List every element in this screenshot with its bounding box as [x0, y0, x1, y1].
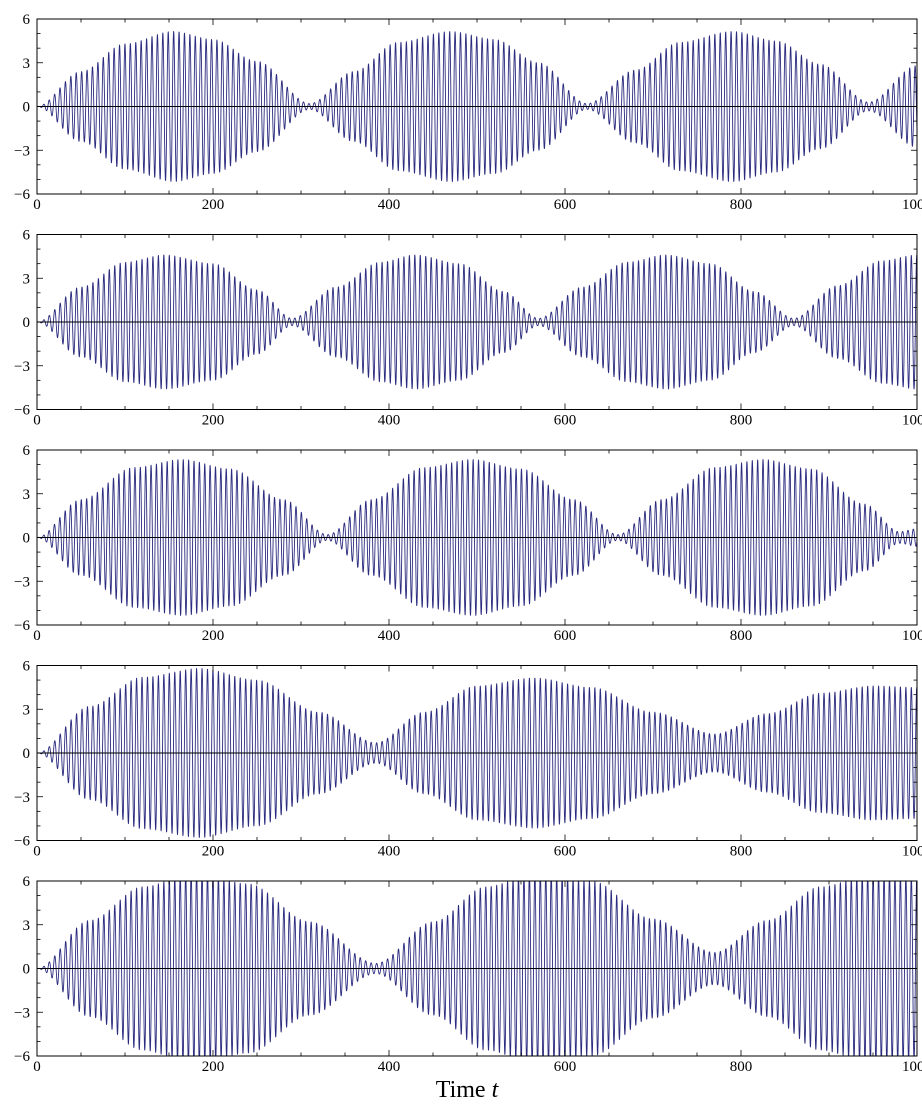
x-axis-title: Time t — [436, 1077, 500, 1103]
x-tick-label: 0 — [33, 628, 41, 644]
x-tick-label: 0 — [33, 844, 41, 860]
y-tick-label: −6 — [14, 403, 30, 419]
y-tick-label: 6 — [23, 874, 31, 890]
y-tick-label: 3 — [23, 487, 31, 503]
y-tick-label: 0 — [23, 746, 31, 762]
x-tick-label: 200 — [202, 413, 225, 429]
y-tick-label: −6 — [14, 187, 30, 203]
x-tick-label: 600 — [554, 628, 577, 644]
x-tick-label: 800 — [730, 197, 753, 213]
x-axis-title-symbol: t — [492, 1077, 500, 1103]
y-tick-label: 0 — [23, 962, 31, 978]
chart-panel-3: 0 200 400 600 800 1000 6 3 0 −3 −6 — [14, 443, 922, 644]
chart-panel-4: 0 200 400 600 800 1000 6 3 0 −3 −6 — [14, 659, 922, 860]
y-tick-label: 3 — [23, 918, 31, 934]
chart-panel-2: 0 200 400 600 800 1000 6 3 0 −3 −6 — [14, 228, 922, 429]
y-tick-label: 3 — [23, 702, 31, 718]
y-tick-label: 3 — [23, 271, 31, 287]
signal-series-4-1 — [37, 668, 917, 838]
y-tick-label: −6 — [14, 618, 30, 634]
x-tick-label: 1000 — [902, 197, 922, 213]
x-tick-label: 800 — [730, 844, 753, 860]
x-tick-label: 600 — [554, 1059, 577, 1075]
x-tick-label: 800 — [730, 628, 753, 644]
x-tick-label: 800 — [730, 413, 753, 429]
x-tick-label: 1000 — [902, 413, 922, 429]
y-tick-label: 6 — [23, 659, 31, 675]
x-tick-label: 600 — [554, 197, 577, 213]
y-tick-label: −6 — [14, 1049, 30, 1065]
y-tick-label: −3 — [14, 574, 30, 590]
y-tick-label: −6 — [14, 834, 30, 850]
x-tick-label: 0 — [33, 413, 41, 429]
x-tick-label: 400 — [378, 413, 401, 429]
y-tick-label: −3 — [14, 1005, 30, 1021]
y-tick-label: −3 — [14, 143, 30, 159]
x-tick-label: 800 — [730, 1059, 753, 1075]
x-tick-label: 1000 — [902, 628, 922, 644]
y-tick-label: 0 — [23, 100, 31, 116]
y-tick-label: 3 — [23, 56, 31, 72]
y-tick-label: −3 — [14, 359, 30, 375]
y-tick-label: 6 — [23, 12, 31, 28]
y-tick-label: 6 — [23, 443, 31, 459]
x-tick-label: 400 — [378, 197, 401, 213]
x-tick-label: 200 — [202, 628, 225, 644]
signal-series-1-1 — [37, 31, 917, 183]
x-tick-label: 1000 — [902, 1059, 922, 1075]
x-tick-label: 200 — [202, 197, 225, 213]
x-tick-label: 1000 — [902, 844, 922, 860]
x-tick-label: 200 — [202, 844, 225, 860]
chart-panel-1: 0 200 400 600 800 1000 6 3 0 −3 −6 — [14, 12, 922, 213]
signal-series-5-1 — [37, 881, 917, 1056]
x-tick-label: 0 — [33, 197, 41, 213]
x-tick-label: 600 — [554, 413, 577, 429]
y-tick-label: 0 — [23, 315, 31, 331]
y-tick-label: 0 — [23, 531, 31, 547]
signal-series-2-1 — [37, 254, 917, 390]
x-axis-title-prefix: Time — [436, 1077, 492, 1103]
x-tick-label: 0 — [33, 1059, 41, 1075]
x-tick-label: 400 — [378, 628, 401, 644]
y-tick-label: −3 — [14, 790, 30, 806]
x-tick-label: 200 — [202, 1059, 225, 1075]
signal-series-3-1 — [37, 459, 917, 616]
panels-group: 02004006008001000630−3−60200400600800100… — [14, 12, 922, 1075]
x-tick-label: 600 — [554, 844, 577, 860]
x-tick-label: 400 — [378, 1059, 401, 1075]
y-tick-label: 6 — [23, 228, 31, 244]
x-tick-label: 400 — [378, 844, 401, 860]
chart-panel-5: 0 200 400 600 800 1000 6 3 0 −3 −6 — [14, 874, 922, 1075]
